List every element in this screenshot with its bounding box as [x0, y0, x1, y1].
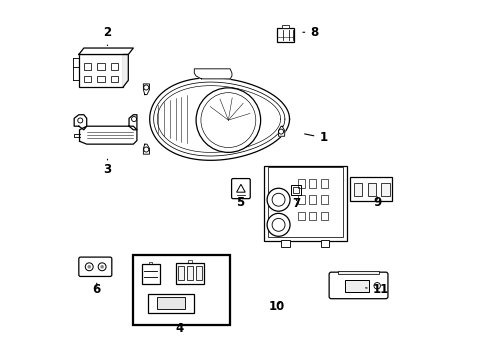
Bar: [320, 240, 329, 247]
Circle shape: [87, 265, 91, 269]
Bar: [290, 185, 300, 195]
Bar: [187, 266, 192, 280]
Bar: [142, 264, 159, 284]
Bar: [147, 294, 194, 313]
Text: 7: 7: [292, 197, 300, 210]
Bar: [276, 28, 293, 42]
Bar: [83, 63, 91, 70]
Polygon shape: [149, 78, 289, 160]
FancyBboxPatch shape: [231, 179, 250, 199]
Bar: [344, 280, 368, 292]
Polygon shape: [278, 126, 284, 136]
Bar: [157, 297, 184, 309]
Text: 5: 5: [236, 196, 244, 209]
Bar: [79, 54, 123, 87]
Bar: [97, 63, 104, 70]
Circle shape: [266, 188, 289, 211]
Polygon shape: [194, 69, 231, 79]
Polygon shape: [80, 126, 137, 144]
Bar: [267, 167, 343, 237]
FancyBboxPatch shape: [349, 177, 391, 201]
Polygon shape: [74, 115, 86, 130]
Bar: [281, 240, 289, 247]
Polygon shape: [143, 144, 149, 154]
Text: 8: 8: [302, 26, 318, 39]
Bar: [111, 63, 118, 70]
Bar: [320, 195, 327, 204]
Bar: [380, 183, 389, 196]
Circle shape: [100, 265, 104, 269]
Text: 4: 4: [176, 322, 183, 335]
Bar: [176, 263, 203, 284]
Text: 9: 9: [372, 196, 381, 209]
Text: 1: 1: [304, 131, 327, 144]
FancyBboxPatch shape: [328, 272, 387, 299]
Bar: [297, 195, 304, 204]
Bar: [353, 183, 362, 196]
FancyBboxPatch shape: [285, 180, 305, 200]
Bar: [282, 26, 289, 28]
Polygon shape: [123, 54, 128, 87]
Bar: [297, 179, 304, 188]
Circle shape: [266, 213, 289, 236]
Bar: [196, 266, 202, 280]
Bar: [292, 187, 298, 193]
Bar: [133, 255, 230, 325]
Text: 11: 11: [365, 283, 388, 296]
Bar: [308, 179, 316, 188]
Bar: [337, 271, 378, 274]
Bar: [297, 212, 304, 220]
Bar: [97, 76, 104, 82]
Circle shape: [196, 88, 260, 152]
Text: 2: 2: [103, 27, 111, 45]
Text: 6: 6: [92, 283, 101, 296]
Bar: [264, 166, 346, 241]
Text: 10: 10: [268, 300, 285, 313]
Bar: [308, 212, 316, 220]
Bar: [367, 183, 375, 196]
Polygon shape: [129, 115, 137, 130]
Bar: [83, 76, 91, 82]
Bar: [308, 195, 316, 204]
Bar: [111, 76, 118, 82]
Bar: [320, 179, 327, 188]
Bar: [320, 212, 327, 220]
Bar: [178, 266, 183, 280]
Polygon shape: [143, 84, 149, 95]
FancyBboxPatch shape: [79, 257, 112, 276]
Polygon shape: [79, 48, 133, 54]
Text: 3: 3: [103, 159, 111, 176]
